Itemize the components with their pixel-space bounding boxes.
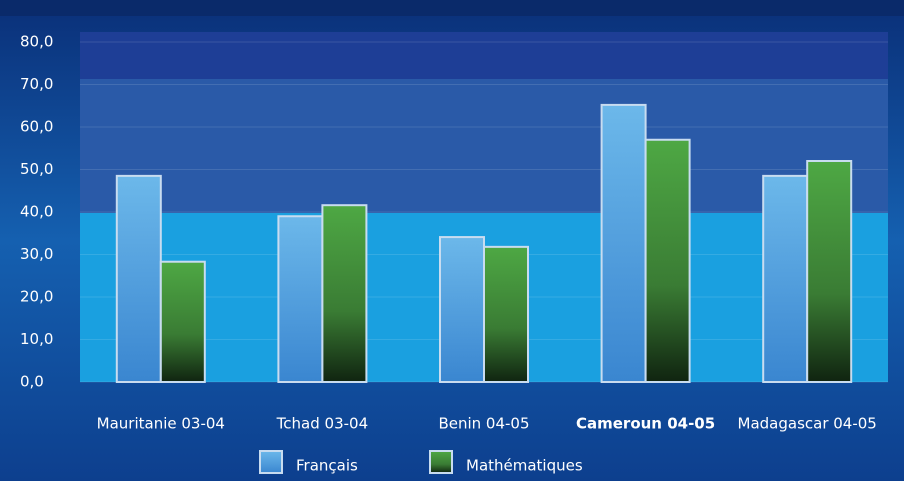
y-tick-label: 80,0 [20,33,53,51]
legend-label: Français [296,457,358,475]
x-tick-label: Tchad 03-04 [276,415,368,433]
legend-swatch [259,450,283,474]
y-tick-label: 40,0 [20,203,53,221]
y-tick-label: 30,0 [20,245,53,263]
bar [159,260,206,384]
y-tick-label: 10,0 [20,330,53,348]
bar [321,204,368,383]
plot-top [80,32,888,79]
x-tick-label: Madagascar 04-05 [738,415,877,433]
header-strip [0,0,904,16]
y-tick-label: 50,0 [20,160,53,178]
bar [600,103,647,384]
x-tick-label: Mauritanie 03-04 [97,415,225,433]
bar [439,236,485,383]
bar [762,174,809,383]
y-tick-label: 0,0 [20,373,44,391]
bar [277,215,324,383]
legend-label: Mathématiques [466,457,583,475]
y-tick-label: 60,0 [20,118,53,136]
y-tick-label: 70,0 [20,75,53,93]
bar [806,160,853,383]
bar [644,138,691,383]
x-tick-label: Cameroun 04-05 [576,415,715,433]
legend-swatch [429,450,453,474]
y-tick-label: 20,0 [20,288,53,306]
x-tick-label: Benin 04-05 [438,415,529,433]
bar [115,174,162,383]
bar [483,245,529,383]
